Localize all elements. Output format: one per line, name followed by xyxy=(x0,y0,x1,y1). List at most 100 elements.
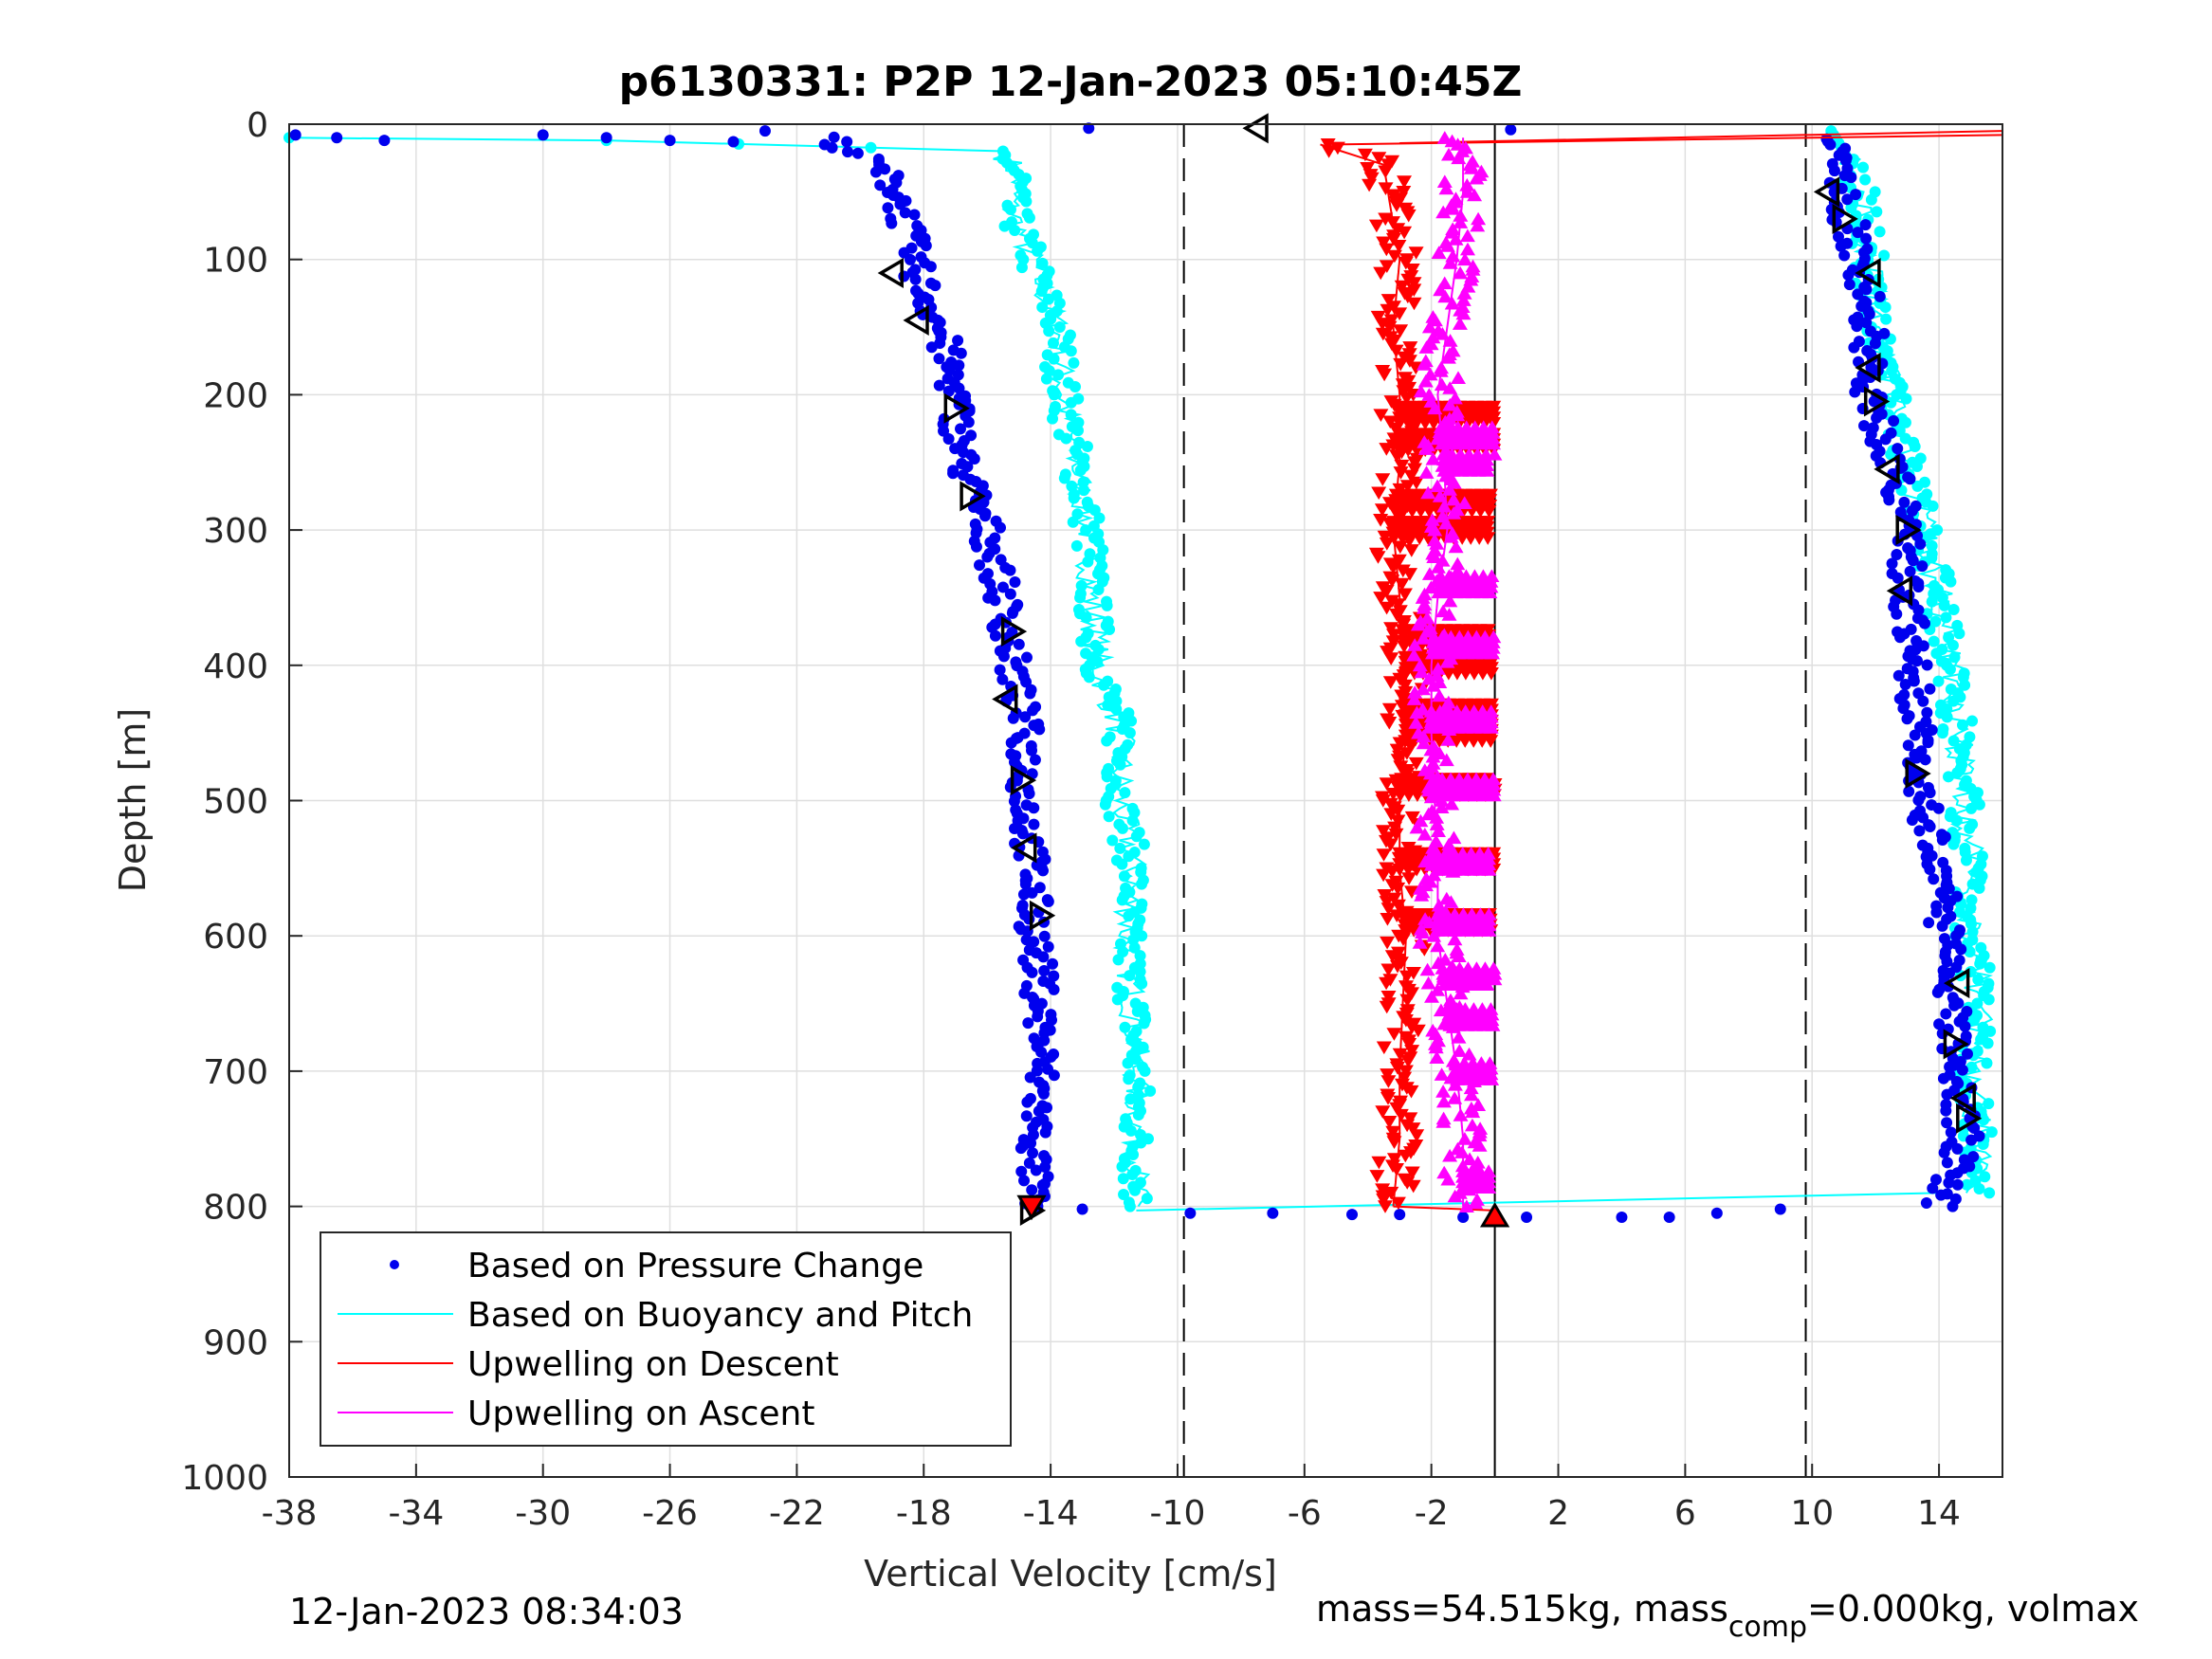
upwelling-ascent-marker xyxy=(1420,671,1436,685)
upwelling-ascent-marker xyxy=(1453,1108,1469,1121)
upwelling-ascent-marker xyxy=(1424,513,1440,526)
buoyancy-descent-point xyxy=(1129,1184,1142,1196)
upwelling-ascent-marker xyxy=(1431,898,1447,912)
pressure-ascent-point xyxy=(1891,548,1903,560)
buoyancy-descent-point xyxy=(1092,644,1105,656)
upwelling-ascent-band-marker xyxy=(1484,420,1500,433)
pressure-ascent-point xyxy=(1910,635,1923,647)
upwelling-ascent-marker xyxy=(1452,317,1468,330)
upwelling-ascent-marker xyxy=(1436,1165,1453,1179)
upwelling-ascent-band-marker xyxy=(1484,1012,1500,1027)
upwelling-descent-marker xyxy=(1376,1041,1392,1055)
buoyancy-ascent-point xyxy=(1983,1098,1995,1110)
upwelling-ascent-marker xyxy=(1451,151,1467,165)
pressure-descent-point xyxy=(962,416,975,428)
pressure-bottom-point xyxy=(1346,1209,1359,1221)
pressure-descent-point xyxy=(1028,802,1040,814)
upwelling-descent-marker xyxy=(1370,310,1386,324)
upwelling-ascent-band-marker xyxy=(1479,977,1495,991)
upwelling-descent-marker xyxy=(1381,702,1398,717)
buoyancy-ascent-point xyxy=(1885,396,1897,409)
footer-mass-prefix: mass=54.515kg, mass xyxy=(1316,1588,1728,1630)
buoyancy-ascent-point xyxy=(1945,683,1957,695)
buoyancy-descent-point xyxy=(1068,356,1080,369)
upwelling-descent-marker xyxy=(1404,264,1420,277)
buoyancy-descent-point xyxy=(1101,735,1113,747)
upwelling-ascent-marker xyxy=(1472,1121,1489,1135)
upwelling-ascent-marker xyxy=(1434,1067,1450,1081)
legend-box xyxy=(320,1231,1012,1447)
upwelling-descent-marker xyxy=(1393,324,1409,337)
buoyancy-descent-point xyxy=(1068,492,1080,504)
buoyancy-descent-point xyxy=(1116,894,1128,906)
x-tick-label: -34 xyxy=(388,1494,444,1533)
upwelling-descent-marker xyxy=(1384,574,1400,588)
upwelling-ascent-marker xyxy=(1432,746,1448,759)
pressure-ascent-point xyxy=(1909,729,1921,741)
pressure-ascent-point xyxy=(1911,612,1924,625)
buoyancy-descent-point xyxy=(1119,787,1131,799)
pressure-ascent-point xyxy=(1820,133,1833,145)
upwelling-descent-marker xyxy=(1390,223,1406,236)
turn-marker xyxy=(1874,453,1900,484)
upwelling-descent-marker xyxy=(1379,584,1395,598)
upwelling-descent-marker xyxy=(1397,175,1412,189)
upwelling-descent-marker xyxy=(1397,588,1413,602)
pressure-descent-point xyxy=(989,629,1001,642)
chart-title: p6130331: P2P 12-Jan-2023 05:10:45Z xyxy=(619,58,1523,106)
upwelling-ascent-marker xyxy=(1432,688,1448,702)
upwelling-ascent-marker xyxy=(1438,235,1454,249)
buoyancy-ascent-point xyxy=(1900,392,1912,405)
upwelling-ascent-marker xyxy=(1425,330,1441,344)
upwelling-ascent-marker xyxy=(1448,191,1464,205)
upwelling-ascent-marker xyxy=(1444,796,1460,811)
upwelling-ascent-marker xyxy=(1440,733,1456,746)
y-tick-label: 600 xyxy=(203,918,268,957)
pressure-ascent-point xyxy=(1961,1048,1973,1060)
pressure-ascent-point xyxy=(1858,420,1871,432)
pressure-ascent-point xyxy=(1921,659,1933,671)
buoyancy-descent-point xyxy=(1116,1160,1128,1173)
pressure-surface-point xyxy=(331,132,343,144)
upwelling-ascent-marker xyxy=(1414,665,1430,679)
upwelling-ascent-marker xyxy=(1412,658,1428,672)
upwelling-descent-marker xyxy=(1385,1125,1401,1139)
upwelling-ascent-marker xyxy=(1415,682,1431,696)
pressure-ascent-point xyxy=(1960,1030,1972,1042)
buoyancy-descent-point xyxy=(1009,224,1021,236)
buoyancy-ascent-point xyxy=(1926,539,1938,552)
upwelling-ascent-marker xyxy=(1428,834,1444,848)
upwelling-descent-marker xyxy=(1393,760,1409,774)
y-tick-label: 500 xyxy=(203,783,268,822)
pressure-ascent-point xyxy=(1838,249,1851,262)
upwelling-ascent-marker xyxy=(1425,749,1441,763)
buoyancy-descent-point xyxy=(1082,556,1094,568)
buoyancy-descent-point xyxy=(1110,702,1123,715)
upwelling-ascent-marker xyxy=(1425,310,1441,323)
upwelling-descent-marker xyxy=(1401,872,1417,885)
upwelling-descent-marker xyxy=(1375,1105,1391,1119)
buoyancy-ascent-point xyxy=(1966,715,1979,727)
upwelling-descent-marker xyxy=(1386,1153,1402,1166)
upwelling-ascent-marker xyxy=(1433,283,1449,297)
upwelling-descent-marker xyxy=(1391,554,1407,568)
buoyancy-ascent-point xyxy=(1937,722,1949,735)
pressure-ascent-point xyxy=(1921,706,1933,719)
upwelling-ascent-marker xyxy=(1442,334,1458,347)
upwelling-ascent-marker xyxy=(1441,608,1457,621)
upwelling-ascent-marker xyxy=(1430,479,1445,493)
pressure-ascent-point xyxy=(1919,754,1931,766)
upwelling-ascent-marker xyxy=(1438,516,1454,530)
pressure-ascent-point xyxy=(1832,230,1844,243)
pressure-ascent-point xyxy=(1935,829,1947,841)
upwelling-descent-marker xyxy=(1390,814,1406,829)
upwelling-ascent-marker xyxy=(1453,209,1469,222)
pressure-ascent-point xyxy=(1937,964,1949,976)
upwelling-ascent-marker xyxy=(1443,993,1458,1007)
pressure-descent-point xyxy=(1016,828,1029,840)
upwelling-ascent-marker xyxy=(1464,1118,1480,1132)
pressure-descent-point xyxy=(970,540,982,553)
x-tick-label: -18 xyxy=(896,1494,952,1533)
turn-marker xyxy=(1832,203,1858,234)
upwelling-descent-marker xyxy=(1398,747,1415,760)
